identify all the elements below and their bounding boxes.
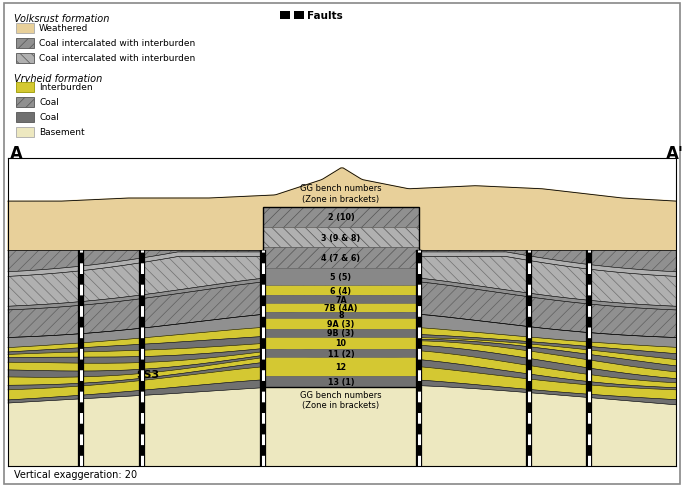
Text: 4 (7 & 6): 4 (7 & 6) bbox=[321, 254, 360, 263]
Text: 10: 10 bbox=[335, 339, 347, 348]
Text: 6 (4): 6 (4) bbox=[330, 286, 352, 295]
Polygon shape bbox=[8, 274, 676, 310]
Bar bbox=[16, 54, 34, 64]
Bar bbox=[263, 207, 419, 387]
Polygon shape bbox=[8, 325, 676, 354]
Polygon shape bbox=[8, 209, 676, 272]
Polygon shape bbox=[8, 334, 676, 360]
Text: 13 (1): 13 (1) bbox=[328, 377, 354, 386]
Polygon shape bbox=[8, 168, 676, 251]
Text: Faults: Faults bbox=[307, 11, 343, 21]
Polygon shape bbox=[8, 232, 676, 277]
Text: GG bench numbers
(Zone in brackets): GG bench numbers (Zone in brackets) bbox=[300, 184, 382, 203]
Bar bbox=[16, 24, 34, 34]
Text: 9A (3): 9A (3) bbox=[328, 319, 355, 328]
Bar bbox=[263, 329, 419, 337]
Text: 11 (2): 11 (2) bbox=[328, 349, 354, 358]
Bar bbox=[16, 98, 34, 108]
Bar bbox=[16, 39, 34, 49]
Text: 3 (9 & 8): 3 (9 & 8) bbox=[321, 233, 360, 242]
Bar bbox=[263, 296, 419, 304]
Polygon shape bbox=[8, 311, 676, 348]
Text: Coal intercalated with interburden: Coal intercalated with interburden bbox=[39, 54, 195, 63]
Bar bbox=[263, 377, 419, 387]
Text: GG bench numbers
(Zone in brackets): GG bench numbers (Zone in brackets) bbox=[300, 390, 382, 409]
Bar bbox=[263, 304, 419, 312]
Text: Coal: Coal bbox=[39, 113, 59, 122]
Polygon shape bbox=[8, 340, 676, 372]
Bar bbox=[263, 337, 419, 349]
Polygon shape bbox=[8, 237, 676, 306]
Bar bbox=[263, 358, 419, 377]
Text: Vertical exaggeration: 20: Vertical exaggeration: 20 bbox=[14, 469, 137, 479]
Text: 2 (10): 2 (10) bbox=[328, 213, 354, 222]
Text: Coal intercalated with interburden: Coal intercalated with interburden bbox=[39, 40, 195, 48]
Text: 9B (3): 9B (3) bbox=[328, 328, 354, 338]
Text: A': A' bbox=[666, 145, 684, 163]
Bar bbox=[263, 248, 419, 268]
Bar bbox=[16, 113, 34, 123]
Polygon shape bbox=[8, 385, 676, 466]
Text: Interburden: Interburden bbox=[39, 83, 92, 92]
Polygon shape bbox=[8, 345, 676, 383]
Polygon shape bbox=[8, 363, 676, 400]
Bar bbox=[263, 268, 419, 285]
Text: Weathered: Weathered bbox=[39, 24, 88, 34]
Bar bbox=[263, 285, 419, 296]
Text: Vryheid formation: Vryheid formation bbox=[14, 74, 102, 84]
Polygon shape bbox=[8, 341, 676, 379]
Bar bbox=[263, 207, 419, 227]
Text: Coal: Coal bbox=[39, 98, 59, 107]
Bar bbox=[263, 312, 419, 319]
Bar bbox=[263, 227, 419, 248]
Polygon shape bbox=[8, 377, 676, 405]
Polygon shape bbox=[8, 338, 676, 366]
Text: 5 (5): 5 (5) bbox=[330, 272, 352, 282]
Bar bbox=[263, 349, 419, 358]
Text: 7A: 7A bbox=[335, 295, 347, 304]
Text: Basement: Basement bbox=[39, 128, 85, 137]
Bar bbox=[16, 83, 34, 93]
Text: 7B (4A): 7B (4A) bbox=[324, 304, 358, 312]
Text: A: A bbox=[10, 145, 23, 163]
Polygon shape bbox=[8, 349, 676, 388]
Polygon shape bbox=[8, 278, 676, 338]
Bar bbox=[263, 319, 419, 329]
Polygon shape bbox=[8, 357, 676, 390]
Bar bbox=[280, 12, 290, 20]
Text: SS3: SS3 bbox=[137, 369, 160, 379]
Text: Volksrust formation: Volksrust formation bbox=[14, 14, 109, 24]
Bar bbox=[16, 128, 34, 138]
Text: 8: 8 bbox=[338, 311, 344, 320]
Bar bbox=[294, 12, 304, 20]
Text: 12: 12 bbox=[335, 363, 347, 371]
